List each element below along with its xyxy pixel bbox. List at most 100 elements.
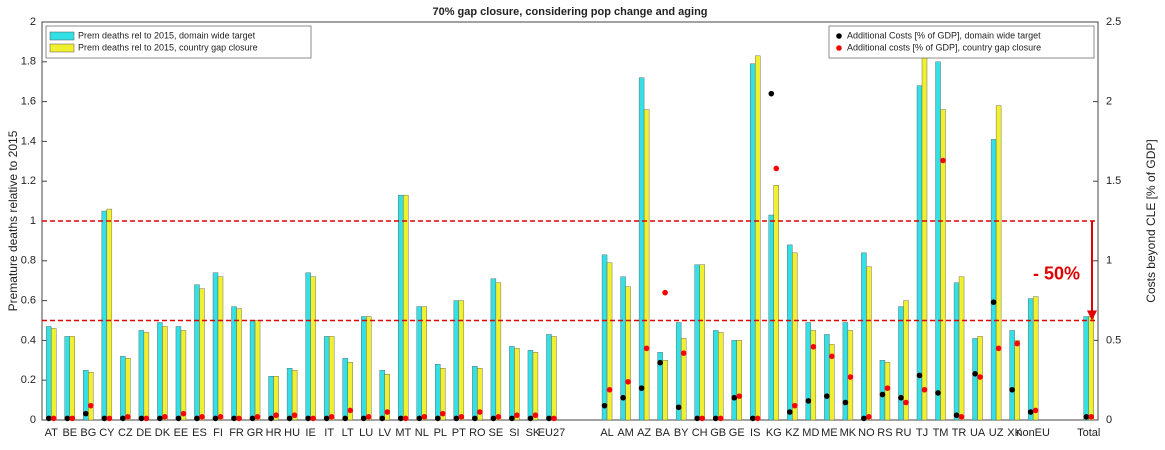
legend-swatch (836, 45, 842, 51)
cost-dot (861, 415, 867, 422)
bar (305, 272, 311, 421)
y2-tick-label: 1.5 (1106, 175, 1121, 187)
bar (212, 272, 219, 421)
cost-dot (236, 415, 242, 422)
bar (162, 326, 168, 421)
legend-box (45, 25, 312, 59)
cost-dot (898, 394, 904, 401)
cost-dot (101, 415, 108, 422)
cost-dot (495, 414, 502, 420)
x-tick-label: EE (174, 427, 189, 439)
bar (440, 368, 446, 421)
cost-dot (120, 415, 126, 422)
bar (453, 300, 460, 421)
x-tick-label: GR (247, 427, 264, 439)
cost-dot (125, 414, 131, 420)
cost-dot (194, 415, 200, 422)
x-tick-label: UA (970, 427, 986, 439)
cost-dot (291, 412, 298, 419)
cost-dot (397, 415, 404, 422)
cost-dot (768, 90, 775, 97)
x-tick-label: EU27 (538, 427, 566, 439)
y-tick-label: 0.2 (21, 374, 36, 386)
x-tick-label: PT (452, 427, 466, 439)
x-tick-label: DK (155, 427, 171, 439)
x-tick-label: LU (359, 427, 373, 439)
cost-dot (286, 415, 293, 422)
cost-dot (83, 410, 89, 417)
cost-dot (532, 412, 539, 419)
bar (866, 266, 872, 421)
bar (898, 306, 904, 421)
cost-dot (328, 414, 335, 420)
cost-dot (217, 414, 224, 420)
bar (916, 85, 923, 421)
x-tick-label: TJ (916, 427, 928, 439)
cost-dot (953, 412, 960, 419)
x-tick-label: BG (80, 427, 96, 439)
bar (157, 322, 163, 421)
cost-dot (712, 415, 719, 422)
cost-dot (1083, 414, 1090, 420)
cost-dot (421, 414, 428, 420)
x-tick-label: ES (192, 427, 207, 439)
cost-dot (694, 415, 700, 422)
cost-dot (402, 415, 409, 422)
y-tick-label: 1.4 (21, 135, 36, 147)
bar (138, 330, 145, 421)
cost-dot (365, 414, 372, 420)
cost-dot (792, 402, 798, 409)
bar (495, 282, 502, 421)
x-tick-label: AZ (637, 427, 651, 439)
legend-swatch (49, 31, 75, 41)
bar (551, 336, 557, 421)
cost-dot (884, 385, 891, 391)
cost-dot (440, 410, 446, 417)
cost-dot (384, 409, 391, 415)
cost-dot (699, 415, 705, 422)
cost-dot (903, 399, 909, 406)
y-tick-label: 1.2 (21, 175, 36, 187)
cost-dot (810, 343, 817, 350)
cost-dot (601, 402, 608, 409)
cost-dot (972, 371, 978, 377)
cost-dot (829, 353, 835, 360)
x-tick-label: FI (213, 427, 223, 439)
bar (1088, 316, 1094, 421)
bar (254, 320, 261, 421)
y2-axis-label: Costs beyond CLE [% of GDP] (1144, 139, 1158, 302)
bar (69, 336, 75, 421)
cost-dot (458, 414, 465, 420)
x-tick-label: SI (509, 427, 519, 439)
y2-tick-label: 0.5 (1106, 334, 1121, 346)
bar (829, 344, 835, 421)
bar (750, 63, 756, 421)
bar (972, 338, 978, 421)
x-tick-label: DE (136, 427, 151, 439)
cost-dot (551, 415, 557, 422)
cost-dot (490, 415, 497, 422)
bar (935, 61, 941, 421)
annotation: - 50% (1033, 264, 1080, 284)
bar (88, 372, 94, 421)
bar (625, 286, 631, 421)
bar (509, 346, 515, 421)
cost-dot (527, 415, 534, 422)
bar (217, 276, 224, 421)
x-tick-label: AM (617, 427, 634, 439)
cost-dot (824, 393, 830, 399)
bar (472, 366, 478, 421)
bar (125, 358, 131, 421)
y-tick-label: 0.6 (21, 295, 36, 307)
y-tick-label: 0.4 (21, 334, 36, 346)
cost-dot (657, 359, 663, 366)
y-tick-label: 1.6 (21, 96, 36, 108)
cost-dot (310, 415, 316, 422)
cost-dot (995, 345, 1002, 352)
y-tick-label: 0 (30, 414, 36, 426)
cost-dot (1027, 409, 1034, 415)
x-tick-label: TR (952, 427, 967, 439)
cost-dot (477, 409, 483, 415)
cost-dot (88, 402, 94, 409)
